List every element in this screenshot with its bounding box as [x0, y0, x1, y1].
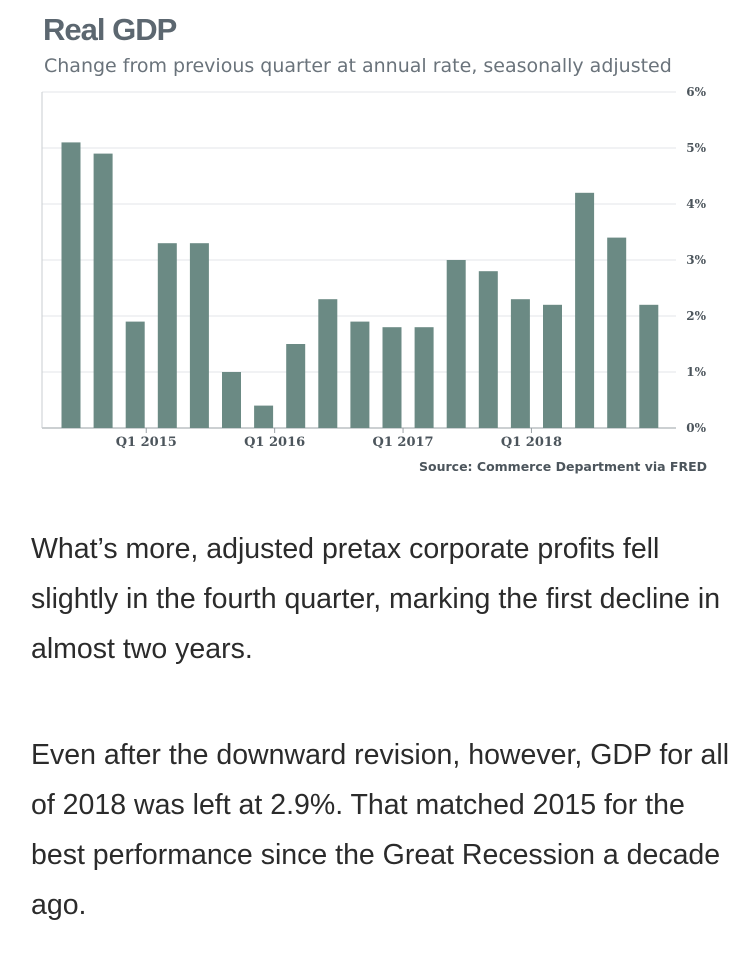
bar: [543, 304, 562, 428]
article-paragraph-1: What’s more, adjusted pretax corporate p…: [31, 533, 721, 665]
bar: [93, 153, 113, 428]
bar: [125, 321, 145, 428]
y-tick-label: 5%: [686, 141, 706, 155]
bar-chart: 0%1%2%3%4%5%6% Q1 2015 Q1 2016 Q1 2017 Q1 2…: [41, 85, 707, 450]
bar: [414, 327, 434, 428]
x-axis-ticks: Q1 2015 Q1 2016 Q1 2017 Q1 2018: [116, 428, 562, 450]
x-tick-label: Q1 2016: [244, 435, 305, 450]
bar: [286, 344, 306, 428]
y-tick-label: 6%: [686, 85, 706, 99]
article-paragraph-2: Even after the downward revision, howeve…: [31, 739, 730, 921]
bar: [478, 271, 498, 428]
y-tick-label: 2%: [686, 309, 706, 323]
bar: [189, 243, 209, 428]
bar: [446, 260, 466, 428]
bar: [318, 299, 338, 428]
y-axis-ticks: 0% 1% 2% 3% 4% 5% 6%: [686, 85, 706, 435]
bar: [607, 237, 627, 428]
bar: [510, 299, 530, 428]
chart-title: Real GDP: [43, 12, 177, 47]
bar: [575, 192, 595, 428]
y-tick-label: 4%: [686, 197, 706, 211]
bar: [222, 372, 241, 428]
chart-subtitle: Change from previous quarter at annual r…: [44, 55, 672, 77]
bar: [382, 327, 402, 428]
bar: [61, 142, 81, 428]
y-tick-label: 1%: [686, 365, 706, 379]
bar: [350, 321, 370, 428]
bar: [157, 243, 177, 428]
bar: [639, 304, 659, 428]
y-tick-label: 3%: [686, 253, 706, 267]
bar: [254, 405, 274, 428]
y-tick-label: 0%: [686, 421, 706, 435]
x-tick-label: Q1 2015: [116, 435, 177, 450]
x-tick-label: Q1 2018: [501, 435, 562, 450]
chart-source: Source: Commerce Department via FRED: [419, 459, 707, 474]
bar-series: [61, 142, 659, 428]
x-tick-label: Q1 2017: [373, 435, 434, 450]
